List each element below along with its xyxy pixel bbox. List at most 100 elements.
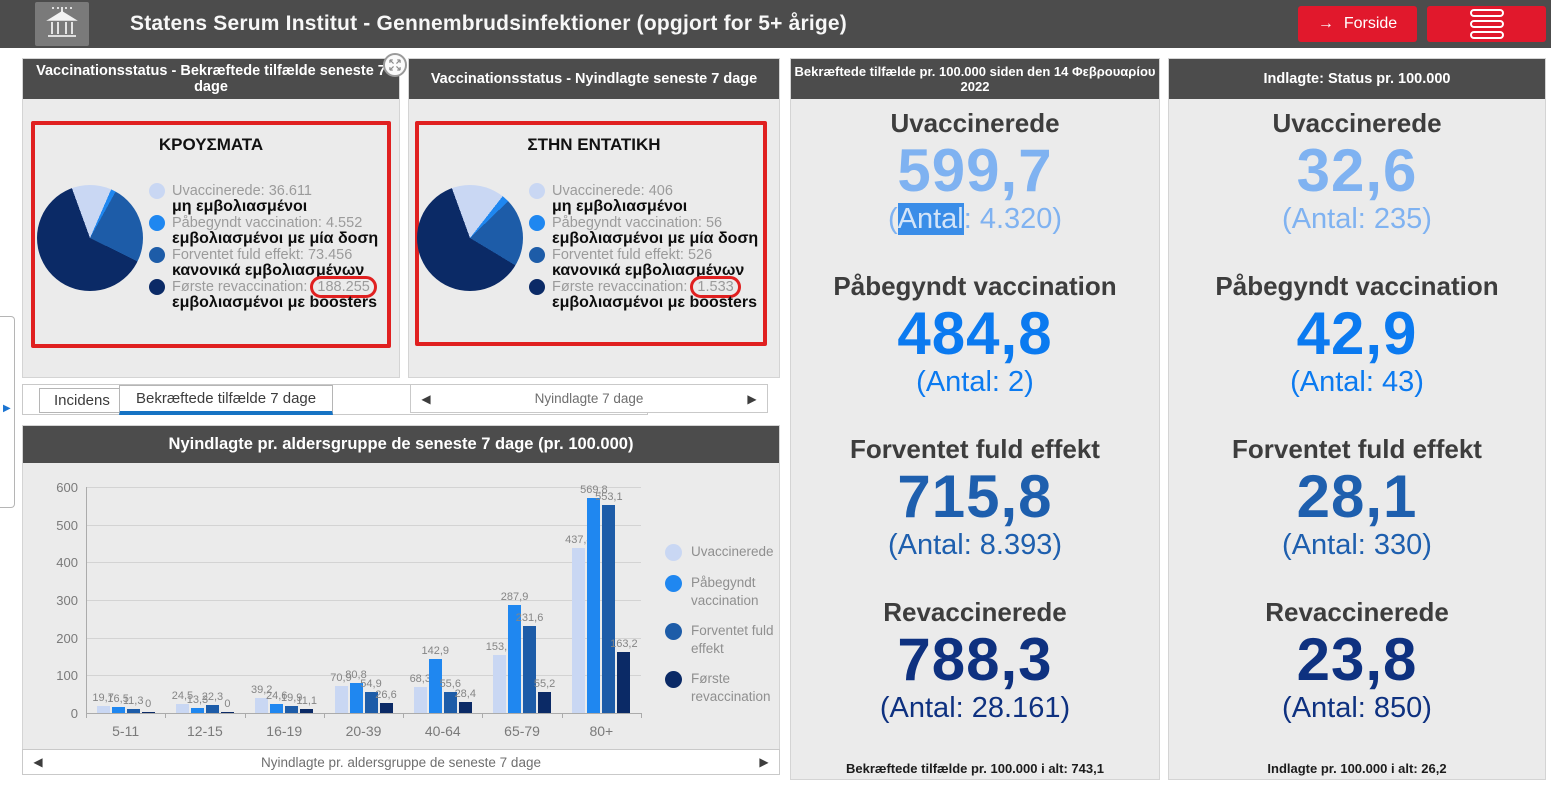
x-axis-category-label: 80+ [589,723,614,739]
bar-f-rste-revaccination [300,708,314,713]
stat-group: Revaccinerede 23,8 (Antal: 850) [1265,597,1449,726]
panel-age-group-chart: Nyindlagte pr. aldersgruppe de seneste 7… [22,425,780,775]
bar-p-begyndt-vaccination [190,707,204,713]
legend-color-dot-icon [529,247,545,263]
building-icon [46,7,78,37]
bar-value-label: 22,3 [201,690,224,703]
right-arrow-icon: → [1317,15,1334,32]
bar-value-label: 24,5 [171,689,194,702]
ssi-logo[interactable] [35,2,89,46]
legend-color-dot-icon [665,623,682,641]
stat-number: 32,6 [1296,136,1418,204]
stat-group: Revaccinerede 788,3 (Antal: 28.161) [879,597,1071,726]
bar-forventet-fuld-effekt [443,692,457,713]
pie-legend-item: Påbegyndt vaccination: 4.552 εμβολιασμένο… [149,215,393,247]
pie-legend-da-text: Påbegyndt vaccination: 56 [552,215,723,231]
pager-prev-icon[interactable]: ◀ [33,755,43,769]
stat-panel-footer: Indlagte pr. 100.000 i alt: 26,2 [1267,761,1447,776]
gridline [86,637,641,639]
y-axis-tick-label: 100 [56,668,78,684]
admitted-pager-label: Nyindlagte 7 dage [534,391,644,406]
bar-forventet-fuld-effekt [523,625,537,713]
panel-confirmed-per-100k: Bekræftede tilfælde pr. 100.000 siden de… [790,58,1160,780]
expand-drawer-arrow-icon[interactable]: ▶ [3,403,11,414]
panel-admitted-per-100k: Indlagte: Status pr. 100.000 Uvaccinered… [1168,58,1546,780]
bar-value-label: 54,9 [360,678,382,691]
hamburger-icon [1469,9,1504,17]
bar-p-begyndt-vaccination [349,682,363,713]
bar-uvaccinerede [413,687,427,713]
bar-p-begyndt-vaccination [587,498,601,713]
bar-value-label: 16,5 [107,692,129,705]
bar-f-rste-revaccination [617,651,631,713]
pie-legend-value: 1.533 [690,276,741,298]
pie-legend-line-da: Påbegyndt vaccination: 56 [529,215,773,231]
pie-legend-line-da: Forventet fuld effekt: 526 [529,247,773,263]
stat-number: 28,1 [1296,462,1418,530]
x-axis-category-label: 20-39 [345,723,382,739]
stat-antal: (Antal: 43) [1290,365,1424,398]
pager-prev-icon[interactable]: ◀ [421,391,431,406]
bar-uvaccinerede [493,655,507,713]
pie-legend-line-da: Påbegyndt vaccination: 4.552 [149,215,393,231]
pager-next-icon[interactable]: ▶ [759,755,769,769]
stat-label: Forventet fuld effekt [850,434,1100,464]
bar-value-label: 19,7 [92,691,114,704]
stat-antal: (Antal: 4.320) [887,202,1063,235]
stat-label: Uvaccinerede [1272,108,1442,138]
pie-legend-line-da: Uvaccinerede: 36.611 [149,183,393,199]
panel-vacc-status-cases: Vaccinationsstatus - Bekræftede tilfælde… [22,58,400,378]
pie-legend-gr-text: μη εμβολιασμένοι [552,198,688,215]
pie-legend-item: Uvaccinerede: 406 μη εμβολιασμένοι [529,183,773,215]
panel-admitted-per-100k-header: Indlagte: Status pr. 100.000 [1169,59,1545,99]
pie-legend-item: Forventet fuld effekt: 73.456 κανονικά εμ… [149,247,393,279]
gridline [86,675,641,677]
pie-chart-admitted [417,185,523,291]
stat-antal: (Antal: 330) [1282,528,1432,561]
panel-vacc-status-cases-header: Vaccinationsstatus - Bekræftede tilfælde… [23,59,399,99]
bar-p-begyndt-vaccination [428,659,442,713]
stat-group: Påbegyndt vaccination 484,8 (Antal: 2) [833,271,1116,400]
y-axis-tick-label: 600 [56,480,78,495]
bar-f-rste-revaccination [141,712,155,713]
bar-uvaccinerede [255,698,269,713]
pager-next-icon[interactable]: ▶ [747,391,757,406]
forside-button-label: Forside [1343,15,1398,32]
bar-f-rste-revaccination [538,692,552,713]
stat-group: Påbegyndt vaccination 42,9 (Antal: 43) [1215,271,1498,400]
bar-forventet-fuld-effekt [285,705,299,713]
stat-group: Uvaccinerede 32,6 (Antal: 235) [1272,108,1442,237]
panel-confirmed-per-100k-header: Bekræftede tilfælde pr. 100.000 siden de… [791,59,1159,99]
tab-bekraeftede-tilfaelde-7-dage[interactable]: Bekræftede tilfælde 7 dage [119,385,334,415]
bar-value-label: 163,2 [610,637,638,650]
x-axis-tick [641,713,642,718]
pie-legend-value: 526 [687,247,713,263]
collapsed-side-panel[interactable]: ▶ [0,316,15,508]
x-axis-category-label: 16-19 [266,723,303,739]
legend-color-dot-icon [149,215,165,231]
fullscreen-expand-icon[interactable] [383,53,407,77]
legend-color-dot-icon [149,183,165,199]
legend-color-dot-icon [529,183,545,199]
bar-value-label: 11,3 [122,694,144,707]
age-chart-plot-area: Uvaccinerede Påbegyndt vaccination Forvent… [22,463,780,775]
stat-antal: (Antal: 8.393) [887,528,1063,561]
stat-number: 599,7 [897,136,1053,204]
menu-button[interactable] [1427,6,1546,42]
bar-forventet-fuld-effekt [205,704,219,713]
bar-value-label: 28,4 [454,688,476,701]
forside-button[interactable]: → Forside [1298,6,1417,42]
chart-legend-item: Første revaccination [665,670,777,705]
stat-antal: (Antal: 28.161) [879,691,1071,724]
pie-admitted-legend: Uvaccinerede: 406 μη εμβολιασμένοι Påbegyn… [529,183,773,311]
panel-vacc-status-admitted: Vaccinationsstatus - Nyindlagte seneste … [408,58,780,378]
chart-legend-item: Forventet fuld effekt [665,622,777,657]
y-axis-tick-label: 0 [70,706,78,721]
bar-value-label: 287,9 [500,590,529,603]
pie-legend-value: 188.255 [310,276,377,298]
bar-value-label: 68,3 [409,673,431,686]
bar-value-label: 153,1 [485,641,514,654]
chart-legend-label: Forventet fuld effekt [691,623,774,656]
pie-legend-item: Forventet fuld effekt: 526 κανονικά εμβολ… [529,247,773,279]
tab-incidens[interactable]: Incidens [39,388,125,413]
